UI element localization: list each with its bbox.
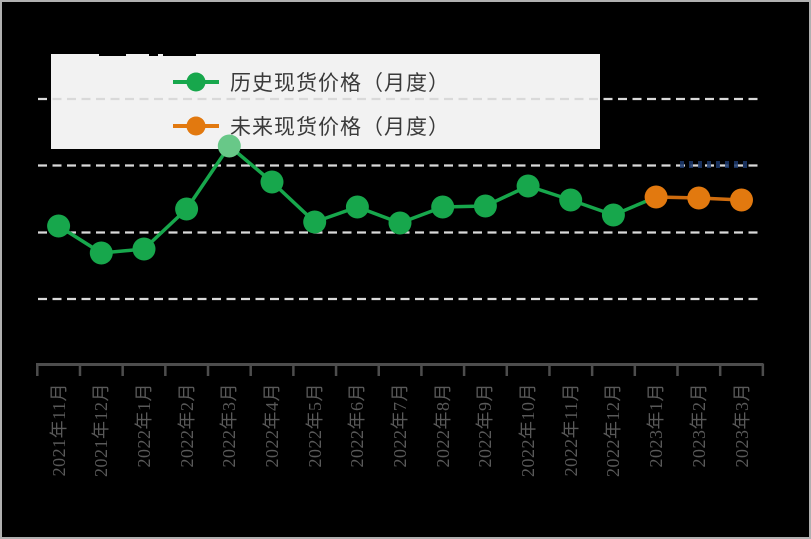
history-data-point xyxy=(175,197,199,221)
x-axis-label: 2022年2月 xyxy=(176,383,197,468)
title-fragment xyxy=(149,42,158,56)
legend-label-future: 未来现货价格（月度） xyxy=(230,114,450,139)
future-line-dot-icon xyxy=(173,116,219,135)
history-data-point xyxy=(303,210,327,234)
future-data-point xyxy=(687,186,711,210)
title-fragment xyxy=(99,49,126,56)
history-line-dot-icon xyxy=(173,72,219,91)
obscured-micro-annotation xyxy=(680,161,752,168)
history-data-point xyxy=(345,195,369,219)
history-data-point xyxy=(89,241,113,265)
history-data-point xyxy=(601,203,625,227)
legend-label-history: 历史现货价格（月度） xyxy=(230,70,450,95)
future-dot-icon xyxy=(186,116,206,135)
x-axis-label: 2023年3月 xyxy=(731,383,752,468)
legend-item-history: 历史现货价格（月度） xyxy=(173,64,600,100)
title-fragment xyxy=(188,39,195,56)
x-axis-label: 2022年1月 xyxy=(134,383,154,468)
x-axis-label: 2022年11月 xyxy=(560,383,581,477)
x-axis-label: 2022年10月 xyxy=(518,383,539,477)
x-axis-label: 2022年5月 xyxy=(304,383,325,468)
title-fragment xyxy=(163,46,196,56)
x-axis-label: 2023年2月 xyxy=(688,383,709,468)
x-axis-label: 2021年12月 xyxy=(91,383,112,477)
x-axis-label: 2022年8月 xyxy=(432,383,453,468)
x-axis-label: 2022年6月 xyxy=(347,383,368,468)
future-data-point xyxy=(730,188,753,212)
x-axis-label: 2022年7月 xyxy=(390,383,410,468)
legend: 历史现货价格（月度） 未来现货价格（月度） xyxy=(51,54,600,149)
x-axis-label: 2022年9月 xyxy=(475,383,496,468)
x-axis-label: 2022年12月 xyxy=(603,383,624,477)
future-data-point xyxy=(644,185,668,209)
x-axis-label: 2021年11月 xyxy=(48,383,69,477)
history-data-point xyxy=(559,188,583,212)
x-axis-label: 2023年1月 xyxy=(646,383,667,468)
x-axis-label: 2022年4月 xyxy=(262,383,282,468)
history-data-point xyxy=(431,195,455,219)
history-data-point xyxy=(388,211,412,235)
history-dot-icon xyxy=(186,72,206,91)
history-data-point xyxy=(473,194,497,218)
x-axis-label: 2022年3月 xyxy=(219,383,240,468)
history-data-point xyxy=(260,170,284,194)
history-data-point xyxy=(516,174,540,198)
history-data-point xyxy=(217,134,241,158)
history-data-point xyxy=(47,214,71,238)
legend-item-future: 未来现货价格（月度） xyxy=(173,108,600,144)
history-data-point xyxy=(132,237,156,261)
